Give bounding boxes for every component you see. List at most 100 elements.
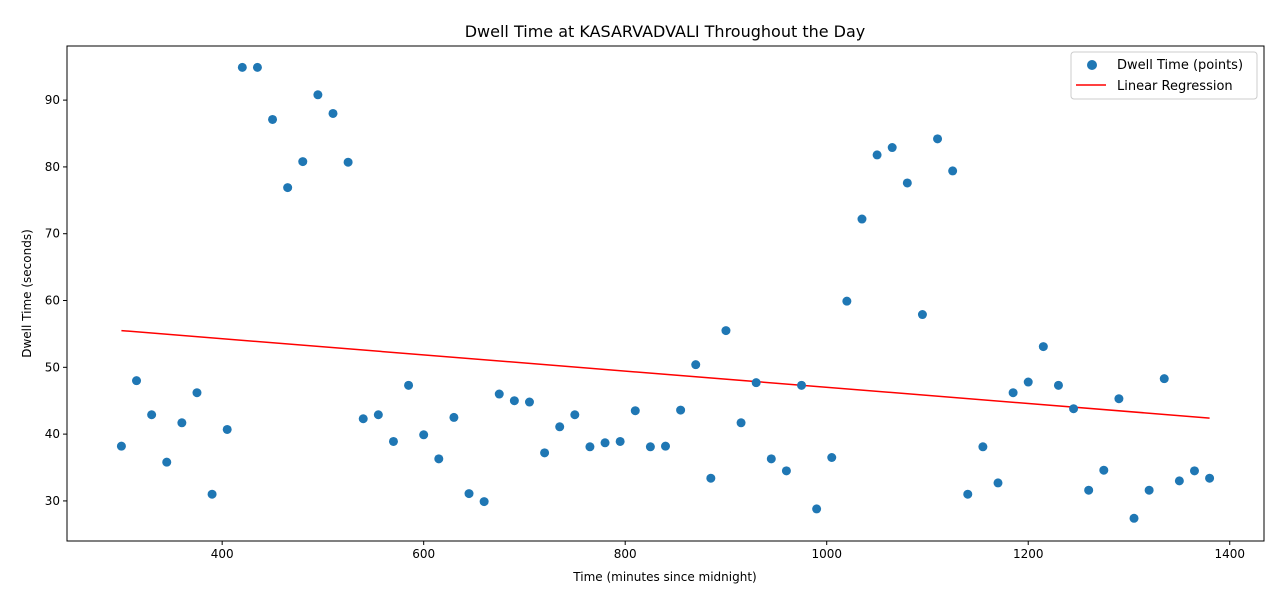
data-point <box>283 183 293 193</box>
data-point <box>252 62 262 72</box>
data-point <box>1189 466 1199 476</box>
data-point <box>132 376 142 386</box>
data-point <box>509 396 519 406</box>
data-point <box>162 457 172 467</box>
plot-frame <box>66 45 1265 542</box>
legend-label-regression: Linear Regression <box>1117 79 1233 94</box>
y-tick-label: 60 <box>45 294 60 308</box>
points-layer <box>116 62 1215 523</box>
data-point <box>388 436 398 446</box>
data-point <box>434 454 444 464</box>
data-point <box>479 497 489 507</box>
data-point <box>1023 377 1033 387</box>
data-point <box>615 436 625 446</box>
data-point <box>524 397 534 407</box>
data-point <box>1053 380 1063 390</box>
x-axis-label: Time (minutes since midnight) <box>572 570 756 584</box>
data-point <box>812 504 822 514</box>
data-point <box>751 378 761 388</box>
data-point <box>328 108 338 118</box>
data-point <box>887 143 897 153</box>
data-point <box>1129 513 1139 523</box>
data-point <box>570 410 580 420</box>
data-point <box>207 489 217 499</box>
data-point <box>781 466 791 476</box>
regression-layer <box>121 329 1210 419</box>
data-point <box>766 454 776 464</box>
data-point <box>1084 485 1094 495</box>
data-point <box>600 438 610 448</box>
data-point <box>268 114 278 124</box>
plot-area <box>67 46 1264 541</box>
legend-label-points: Dwell Time (points) <box>1117 58 1243 73</box>
data-point <box>1205 473 1215 483</box>
legend-marker-points <box>1087 60 1097 70</box>
data-point <box>1114 394 1124 404</box>
data-point <box>1069 404 1079 414</box>
data-point <box>585 442 595 452</box>
y-axis: 30 40 50 60 70 80 90 <box>45 93 67 508</box>
data-point <box>343 157 353 167</box>
data-point <box>872 150 882 160</box>
data-point <box>917 310 927 320</box>
data-point <box>661 441 670 451</box>
data-point <box>1159 374 1169 384</box>
x-axis: 400 600 800 1000 1200 1400 <box>211 541 1245 561</box>
data-point <box>933 134 943 144</box>
data-point <box>827 452 837 462</box>
data-point <box>237 62 247 72</box>
data-point <box>691 360 701 370</box>
data-point <box>555 422 565 432</box>
data-point <box>313 90 323 100</box>
data-point <box>676 405 686 415</box>
data-point <box>1038 342 1048 352</box>
data-point <box>449 412 459 422</box>
data-point <box>147 410 157 420</box>
data-point <box>857 214 867 224</box>
data-point <box>797 380 807 390</box>
data-point <box>404 380 414 390</box>
data-point <box>116 441 126 451</box>
legend: Dwell Time (points) Linear Regression <box>1070 51 1258 100</box>
data-point <box>1008 388 1018 398</box>
data-point <box>978 442 988 452</box>
x-tick-label: 1200 <box>1013 547 1044 561</box>
x-tick-label: 800 <box>614 547 637 561</box>
data-point <box>298 157 308 167</box>
data-point <box>993 478 1003 488</box>
data-point <box>373 410 383 420</box>
x-tick-label: 1400 <box>1214 547 1245 561</box>
data-point <box>1099 465 1109 475</box>
chart-title: Dwell Time at KASARVADVALI Throughout th… <box>465 22 866 41</box>
data-point <box>464 489 474 499</box>
data-point <box>948 166 958 176</box>
y-tick-label: 50 <box>45 360 60 374</box>
data-point <box>358 414 368 424</box>
x-tick-label: 400 <box>211 547 234 561</box>
data-point <box>842 296 852 306</box>
data-point <box>192 388 202 398</box>
legend-box <box>1070 51 1258 100</box>
y-axis-label: Dwell Time (seconds) <box>20 229 34 358</box>
x-tick-label: 1000 <box>811 547 842 561</box>
y-tick-label: 90 <box>45 93 60 107</box>
y-tick-label: 80 <box>45 160 60 174</box>
data-point <box>736 418 746 428</box>
data-point <box>902 178 912 188</box>
data-point <box>706 473 716 483</box>
data-point <box>963 489 973 499</box>
data-point <box>1144 485 1154 495</box>
data-point <box>222 424 232 434</box>
data-point <box>494 389 504 399</box>
y-tick-label: 40 <box>45 427 60 441</box>
data-point <box>540 448 550 458</box>
data-point <box>630 406 640 416</box>
data-point <box>177 418 187 428</box>
x-tick-label: 600 <box>412 547 435 561</box>
data-point <box>645 442 655 452</box>
y-tick-label: 70 <box>45 227 60 241</box>
regression-line <box>121 329 1210 419</box>
data-point <box>419 430 429 440</box>
data-point <box>1174 476 1184 486</box>
